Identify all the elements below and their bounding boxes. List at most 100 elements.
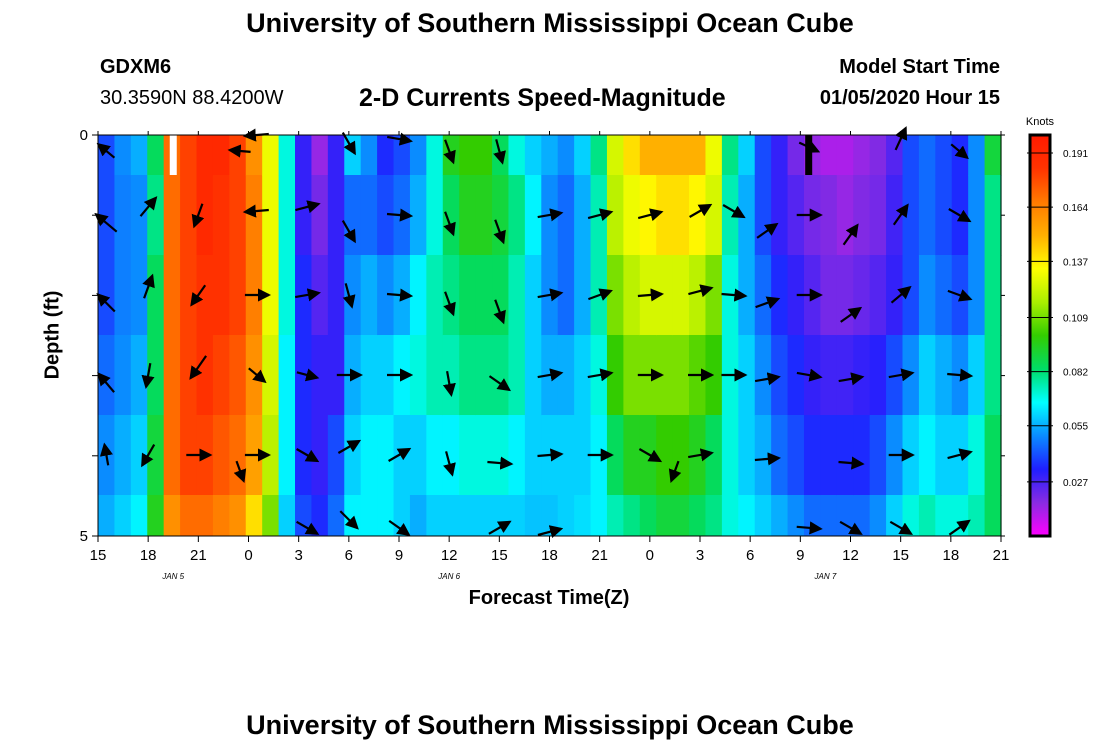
current-vector-arrow [443, 451, 456, 477]
heatmap-cell [902, 135, 920, 176]
footer-title: University of Southern Mississippi Ocean… [246, 710, 854, 740]
current-vector-arrow [950, 143, 969, 160]
heatmap-cell [672, 175, 690, 256]
heatmap-cell [557, 415, 575, 496]
heatmap-cell [524, 495, 542, 537]
current-vector-arrow [227, 144, 251, 158]
current-vector-arrow [754, 372, 781, 386]
heatmap-cell [524, 255, 542, 336]
current-vector-arrow [388, 447, 412, 462]
heatmap-cell [442, 335, 460, 416]
current-vector-arrow [386, 288, 414, 302]
heatmap-cell [705, 415, 723, 496]
heatmap-cell [327, 135, 345, 176]
missing-marker-layer [169, 135, 813, 175]
date-label: JAN 7 [814, 572, 837, 581]
heatmap-cell [409, 255, 427, 336]
current-vector-arrow [296, 368, 320, 382]
x-tick-label: 18 [541, 547, 558, 564]
heatmap-cell [360, 335, 378, 416]
heatmap-cell [984, 135, 1002, 176]
current-vector-arrow [948, 208, 972, 223]
current-vector-arrow [141, 363, 155, 389]
heatmap-cell [377, 495, 395, 537]
heatmap-cell [212, 255, 230, 336]
heatmap-cell [114, 255, 132, 336]
heatmap-cell [672, 135, 690, 176]
current-vector-arrow [443, 139, 456, 165]
heatmap-cell [623, 135, 641, 176]
current-vector-arrow [842, 223, 859, 246]
y-tick-label: 0 [80, 127, 88, 144]
heatmap-cell [508, 335, 526, 416]
heatmap-cell [377, 175, 395, 256]
heatmap-cell [968, 495, 986, 537]
heatmap-cell [475, 135, 493, 176]
current-vector-arrow [668, 460, 682, 483]
heatmap-cell [836, 255, 854, 336]
heatmap-cell [902, 175, 920, 256]
x-tick-label: 15 [892, 547, 909, 564]
heatmap-cell [163, 255, 181, 336]
heatmap-cell [656, 415, 674, 496]
current-vector-arrow [888, 368, 915, 382]
heatmap-cell [327, 415, 345, 496]
heatmap-cell [771, 135, 789, 176]
heatmap-cell [820, 175, 838, 256]
current-vector-arrow [755, 296, 781, 309]
heatmap-cell [968, 335, 986, 416]
heatmap-cell [771, 335, 789, 416]
heatmap-cell [606, 415, 624, 496]
heatmap-cell [377, 335, 395, 416]
current-vector-arrow [721, 288, 748, 302]
heatmap-cell [606, 175, 624, 256]
x-tick-label: 6 [746, 547, 754, 564]
current-vector-arrow [947, 448, 973, 462]
heatmap-cell [721, 135, 739, 176]
heatmap-cell [459, 175, 477, 256]
heatmap-cell [278, 495, 296, 537]
heatmap-cell [311, 495, 329, 537]
heatmap-cell [557, 335, 575, 416]
heatmap-cell [130, 335, 148, 416]
heatmap-cell [409, 175, 427, 256]
heatmap-cell [853, 175, 871, 256]
heatmap-cell [557, 135, 575, 176]
missing-data-marker [805, 135, 813, 175]
heatmap-cell [951, 135, 969, 176]
x-tick-label: 21 [993, 547, 1010, 564]
heatmap-cell [212, 175, 230, 256]
heatmap-cell [508, 415, 526, 496]
heatmap-cell [524, 415, 542, 496]
current-vector-arrow [139, 196, 158, 217]
heatmap-cell [721, 175, 739, 256]
heatmap-cell [754, 175, 772, 256]
colorbar-tick-label: 0.082 [1063, 368, 1088, 379]
heatmap-cell [787, 175, 805, 256]
heatmap-cell [869, 415, 887, 496]
heatmap-cell [278, 255, 296, 336]
heatmap-cell [721, 495, 739, 537]
heatmap-layer [98, 135, 1002, 537]
heatmap-cell [344, 495, 362, 537]
heatmap-cell [623, 175, 641, 256]
heatmap-cell [984, 255, 1002, 336]
current-vector-arrow [342, 283, 356, 309]
current-vector-arrow [894, 126, 908, 151]
current-vector-arrow [99, 442, 113, 466]
heatmap-cell [311, 415, 329, 496]
heatmap-cell [409, 335, 427, 416]
heatmap-cell [689, 175, 707, 256]
heatmap-cell [935, 135, 953, 176]
x-tick-label: 3 [294, 547, 302, 564]
heatmap-cell [508, 495, 526, 537]
heatmap-cell [147, 415, 165, 496]
heatmap-cell [212, 495, 230, 537]
x-tick-label: 6 [345, 547, 353, 564]
heatmap-cell [590, 495, 608, 537]
heatmap-cell [886, 255, 904, 336]
heatmap-cell [245, 175, 263, 256]
current-vector-arrow [587, 368, 614, 382]
heatmap-cell [229, 175, 247, 256]
